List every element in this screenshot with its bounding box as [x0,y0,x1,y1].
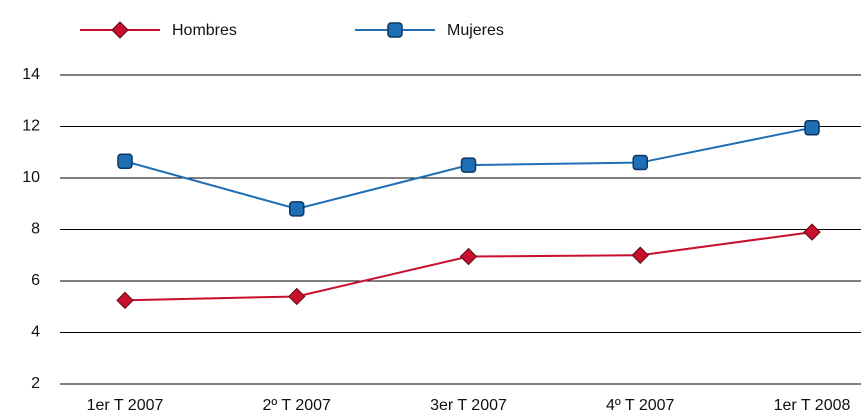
data-point [632,154,648,171]
data-point [804,120,820,136]
y-tick-label: 8 [31,221,40,238]
y-tick-label: 6 [31,272,40,289]
legend-marker [111,21,129,39]
data-point [289,201,305,217]
data-point [803,223,821,241]
legend-label: Hombres [172,22,237,39]
data-point [460,157,477,173]
x-tick-label: 3er T 2007 [430,397,507,414]
data-point [288,287,306,306]
data-point [117,153,133,170]
x-tick-label: 1er T 2007 [87,397,164,414]
data-point [631,246,649,264]
legend-label: Mujeres [447,22,504,39]
y-tick-label: 14 [22,66,40,83]
x-tick-label: 1er T 2008 [774,397,851,414]
series-line [124,231,813,302]
y-tick-label: 10 [22,169,40,186]
data-point [459,247,478,266]
y-tick-label: 4 [31,324,40,341]
data-point [116,291,134,310]
x-tick-label: 2º T 2007 [263,397,332,414]
legend-marker [387,22,403,38]
x-tick-label: 4º T 2007 [606,397,675,414]
y-tick-label: 12 [22,118,40,135]
y-tick-label: 2 [31,375,40,392]
